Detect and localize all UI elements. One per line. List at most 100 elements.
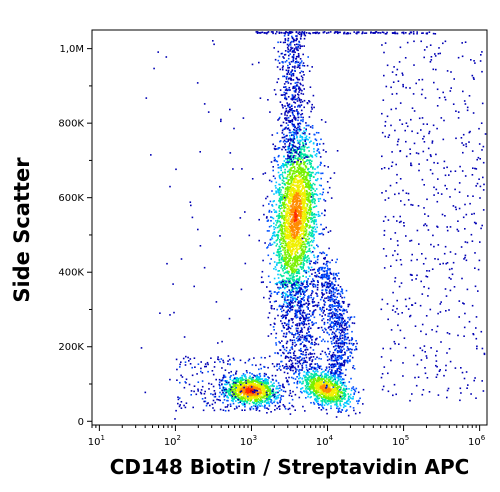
event-dot: [357, 402, 359, 405]
event-dot: [268, 225, 271, 228]
event-dot: [263, 213, 265, 216]
event-dot: [304, 145, 306, 148]
event-dot: [264, 378, 266, 380]
event-dot: [315, 367, 317, 369]
event-dot: [299, 247, 302, 249]
event-dot: [312, 168, 314, 170]
event-dot: [300, 239, 302, 242]
event-dot: [325, 381, 327, 384]
event-dot: [293, 201, 295, 203]
event-dot: [338, 365, 340, 368]
event-dot: [279, 195, 282, 198]
event-dot: [319, 143, 321, 145]
event-dot: [303, 127, 306, 129]
event-dot: [319, 387, 322, 389]
event-dot: [306, 361, 308, 364]
event-dot: [245, 386, 247, 389]
event-dot: [290, 264, 292, 267]
event-dot: [287, 211, 289, 213]
event-dot: [320, 119, 323, 121]
event-dot: [308, 207, 311, 209]
event-dot: [309, 212, 311, 214]
event-dot: [278, 261, 281, 264]
event-dot: [343, 312, 345, 315]
event-dot: [313, 393, 316, 395]
event-dot: [332, 386, 335, 388]
event-dot: [288, 228, 291, 231]
event-dot: [352, 365, 355, 367]
event-dot: [287, 217, 290, 219]
event-dot: [326, 355, 329, 358]
event-dot: [282, 346, 285, 349]
event-dot: [332, 326, 334, 328]
event-dot: [302, 281, 305, 283]
event-dot: [293, 211, 296, 214]
event-dot: [314, 387, 317, 389]
event-dot: [277, 214, 280, 217]
event-dot: [273, 226, 275, 228]
event-dot: [270, 180, 273, 183]
event-dot: [343, 384, 346, 387]
event-dot: [312, 390, 315, 392]
event-dot: [300, 263, 302, 265]
event-dot: [321, 172, 324, 175]
event-dot: [299, 136, 301, 138]
event-dot: [330, 326, 333, 329]
event-dot: [292, 262, 294, 264]
event-dot: [280, 283, 282, 286]
event-dot: [304, 250, 306, 253]
event-dot: [299, 191, 302, 194]
event-dot: [255, 393, 257, 396]
event-dot: [301, 210, 303, 213]
event-dot: [287, 279, 290, 282]
event-dot: [274, 185, 277, 187]
event-dot: [255, 380, 258, 382]
event-dot: [267, 246, 269, 248]
event-dot: [284, 219, 287, 221]
event-dot: [278, 305, 281, 308]
event-dot: [303, 259, 305, 262]
event-dot: [347, 403, 350, 405]
event-dot: [312, 392, 315, 394]
event-dot: [302, 211, 305, 213]
event-dot: [314, 384, 316, 387]
event-dot: [330, 312, 333, 314]
event-dot: [288, 260, 291, 263]
event-dot: [245, 376, 247, 378]
event-dot: [328, 380, 331, 382]
event-dot: [289, 226, 291, 228]
event-dot: [273, 277, 276, 280]
event-dot: [288, 238, 290, 240]
event-dot: [336, 363, 339, 365]
event-dot: [300, 245, 303, 248]
event-dot: [301, 138, 304, 141]
event-dot: [287, 174, 289, 176]
event-dot: [241, 379, 244, 381]
event-dot: [300, 249, 303, 252]
event-dot: [321, 400, 323, 402]
event-dot: [257, 381, 259, 384]
event-dot: [296, 171, 298, 173]
event-dot: [263, 381, 265, 384]
event-dot: [278, 197, 281, 200]
event-dot: [244, 397, 247, 399]
event-dot: [326, 308, 328, 310]
event-dot: [288, 200, 291, 202]
event-dot: [342, 392, 345, 395]
event-dot: [251, 395, 254, 398]
event-dot: [291, 176, 293, 179]
event-dot: [332, 384, 335, 387]
event-dot: [284, 292, 286, 294]
event-dot: [250, 385, 252, 387]
event-dot: [276, 221, 279, 223]
event-dot: [336, 325, 338, 328]
event-dot: [311, 160, 313, 162]
event-dot: [295, 219, 298, 221]
event-dot: [302, 143, 305, 146]
event-dot: [288, 258, 291, 261]
event-dot: [327, 166, 329, 168]
event-dot: [246, 397, 248, 399]
event-dot: [284, 192, 287, 195]
event-dot: [329, 389, 332, 392]
event-dot: [303, 150, 306, 152]
